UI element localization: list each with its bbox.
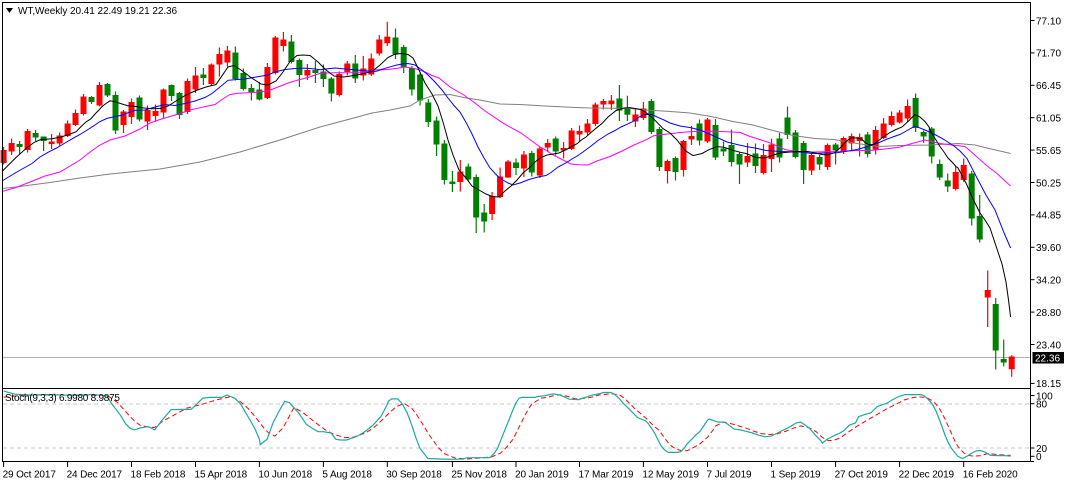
svg-text:27 Oct 2019: 27 Oct 2019 [835, 470, 889, 481]
svg-text:29 Oct 2017: 29 Oct 2017 [3, 470, 57, 481]
svg-text:12 May 2019: 12 May 2019 [642, 470, 699, 481]
svg-text:Stoch(9,3,3) 6.9980 8.9875: Stoch(9,3,3) 6.9980 8.9875 [5, 393, 120, 404]
svg-text:18 Feb 2018: 18 Feb 2018 [131, 470, 186, 481]
svg-text:WT,Weekly 20.41 22.49 19.21 2: WT,Weekly 20.41 22.49 19.21 22.36 [18, 6, 178, 17]
svg-text:44.85: 44.85 [1036, 211, 1061, 222]
svg-text:34.20: 34.20 [1036, 276, 1061, 287]
svg-text:7 Jul 2019: 7 Jul 2019 [707, 470, 753, 481]
svg-text:61.05: 61.05 [1036, 114, 1061, 125]
svg-text:18.15: 18.15 [1036, 379, 1061, 390]
svg-text:100: 100 [1036, 391, 1053, 402]
svg-text:39.60: 39.60 [1036, 243, 1061, 254]
svg-text:50.25: 50.25 [1036, 178, 1061, 189]
svg-text:23.40: 23.40 [1036, 340, 1061, 351]
svg-text:77.10: 77.10 [1036, 16, 1061, 27]
svg-text:30 Sep 2018: 30 Sep 2018 [386, 470, 442, 481]
svg-text:24 Dec 2017: 24 Dec 2017 [67, 470, 123, 481]
svg-text:20: 20 [1036, 444, 1048, 455]
svg-text:1 Sep 2019: 1 Sep 2019 [771, 470, 822, 481]
svg-text:80: 80 [1036, 400, 1048, 411]
svg-text:22.36: 22.36 [1035, 354, 1060, 365]
svg-text:10 Jun 2018: 10 Jun 2018 [258, 470, 312, 481]
svg-text:66.45: 66.45 [1036, 81, 1061, 92]
svg-text:17 Mar 2019: 17 Mar 2019 [579, 470, 634, 481]
svg-text:16 Feb 2020: 16 Feb 2020 [963, 470, 1018, 481]
svg-text:0: 0 [1036, 452, 1042, 463]
svg-text:22 Dec 2019: 22 Dec 2019 [899, 470, 955, 481]
svg-text:5 Aug 2018: 5 Aug 2018 [322, 470, 372, 481]
svg-text:25 Nov 2018: 25 Nov 2018 [451, 470, 507, 481]
svg-text:28.80: 28.80 [1036, 308, 1061, 319]
svg-text:15 Apr 2018: 15 Apr 2018 [195, 470, 248, 481]
svg-text:71.70: 71.70 [1036, 49, 1061, 60]
svg-text:20 Jan 2019: 20 Jan 2019 [515, 470, 569, 481]
svg-text:55.65: 55.65 [1036, 146, 1061, 157]
